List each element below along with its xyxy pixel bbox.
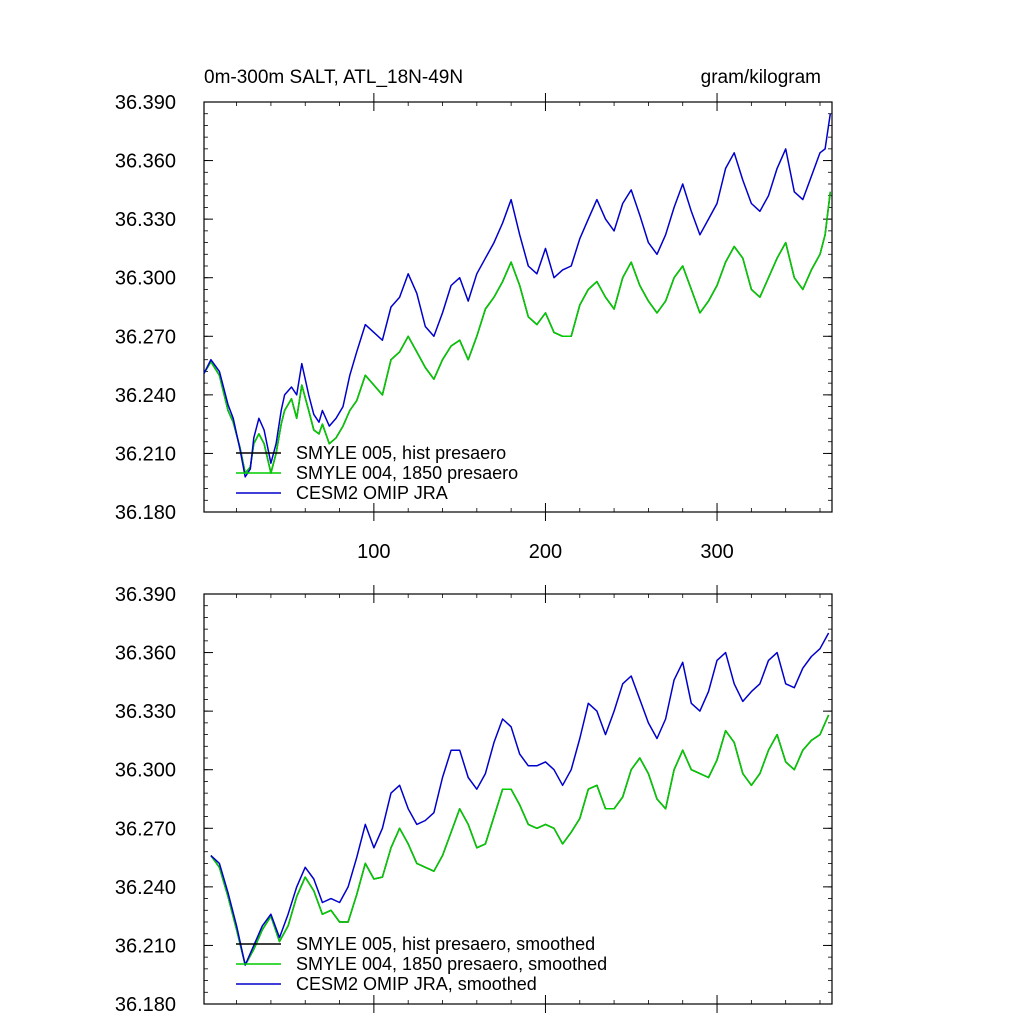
y-tick-label: 36.360 [115,151,176,173]
y-tick-label: 36.270 [115,818,176,840]
legend-label-2: SMYLE 004, 1850 presaero, smoothed [296,954,607,974]
y-tick-label: 36.240 [115,877,176,899]
y-tick-label: 36.390 [115,584,176,606]
legend-label-1: SMYLE 005, hist presaero [296,443,506,463]
y-tick-label: 36.360 [115,643,176,665]
x-tick-label: 300 [700,541,733,563]
x-tick-label: 100 [357,541,390,563]
series-line-3 [203,113,832,478]
y-tick-label: 36.180 [115,502,176,524]
legend-label-2: SMYLE 004, 1850 presaero [296,463,518,483]
chart-title: 0m-300m SALT, ATL_18N-49N [204,67,463,88]
chart-units: gram/kilogram [701,67,821,88]
y-tick-label: 36.180 [115,994,176,1016]
plot-frame [203,593,833,1005]
y-tick-label: 36.210 [115,935,176,957]
series-line-1 [203,191,832,474]
series-line-2 [210,714,830,966]
y-tick-label: 36.270 [115,326,176,348]
series-line-3 [210,632,830,966]
y-tick-label: 36.300 [115,268,176,290]
legend-label-1: SMYLE 005, hist presaero, smoothed [296,934,595,954]
panel-raw: 36.390 36.360 36.330 36.300 36.270 36.240 36.2… [115,92,833,563]
y-tick-label: 36.240 [115,385,176,407]
y-tick-label: 36.390 [115,92,176,114]
series-line-2 [203,191,832,474]
x-tick-label: 200 [529,541,562,563]
y-tick-label: 36.330 [115,209,176,231]
y-tick-label: 36.210 [115,443,176,465]
y-tick-label: 36.330 [115,701,176,723]
panel-smoothed: 36.390 36.360 36.330 36.300 36.270 36.240 36.2… [115,584,833,1016]
y-tick-label: 36.300 [115,760,176,782]
legend-label-3: CESM2 OMIP JRA [296,483,448,503]
plot-frame [203,101,833,513]
legend-label-3: CESM2 OMIP JRA, smoothed [296,974,537,994]
